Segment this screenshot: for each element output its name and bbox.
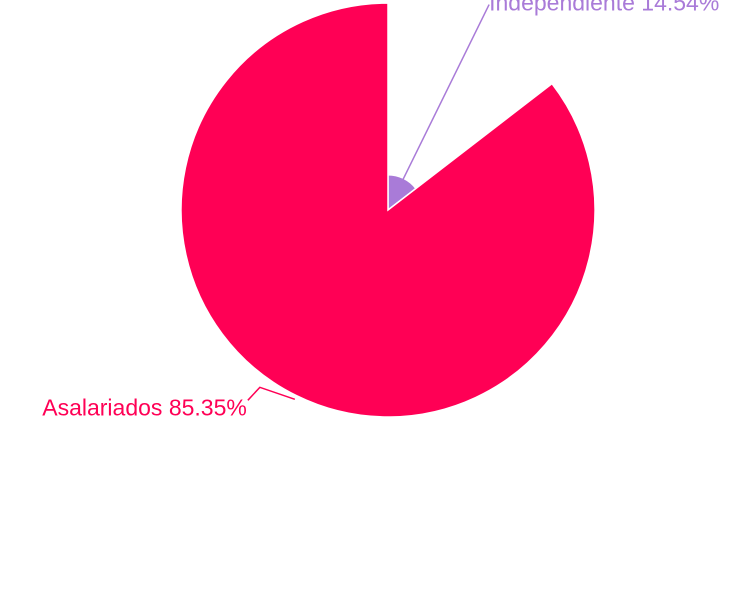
slice-label: Asalariados 85.35% (42, 386, 296, 420)
label-text: Asalariados 85.35% (42, 394, 247, 420)
category-name: Asalariados (42, 394, 162, 420)
category-name: Independiente (489, 0, 635, 16)
slice-label: Independiente 14.54% (401, 0, 719, 183)
leader-line (247, 386, 296, 401)
label-text: Independiente 14.54% (489, 0, 719, 16)
pie-slice (180, 2, 596, 418)
leader-line (401, 4, 490, 183)
value-label: 85.35% (169, 394, 247, 420)
value-label: 14.54% (641, 0, 719, 16)
